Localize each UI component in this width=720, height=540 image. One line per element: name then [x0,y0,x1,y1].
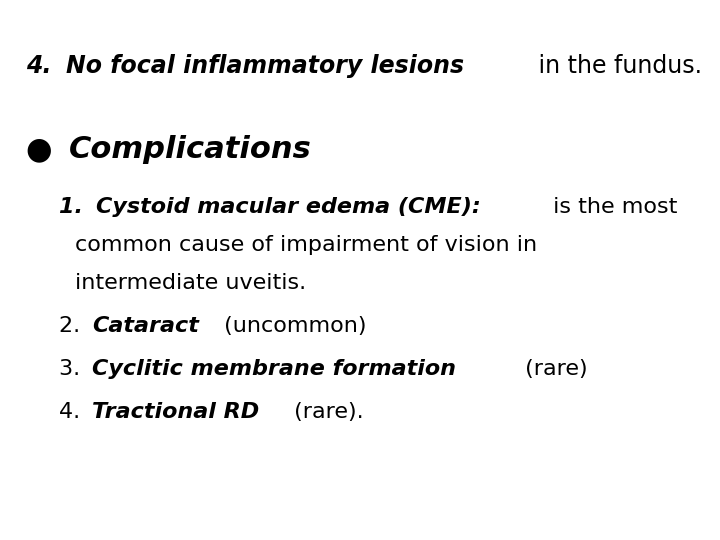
Text: 4.: 4. [26,54,60,78]
Text: 3.: 3. [59,359,87,379]
Text: intermediate uveitis.: intermediate uveitis. [75,273,306,293]
Text: in the fundus.: in the fundus. [531,54,703,78]
Text: Cataract: Cataract [92,316,199,336]
Text: Cystoid macular edema (CME):: Cystoid macular edema (CME): [96,197,481,217]
Text: 4.: 4. [59,402,87,422]
Text: ●: ● [26,135,63,164]
Text: (uncommon): (uncommon) [217,316,366,336]
Text: Cyclitic membrane formation: Cyclitic membrane formation [92,359,456,379]
Text: 1.: 1. [59,197,91,217]
Text: (rare): (rare) [518,359,588,379]
Text: 2.: 2. [59,316,87,336]
Text: Complications: Complications [68,135,312,164]
Text: Tractional RD: Tractional RD [92,402,259,422]
Text: is the most: is the most [546,197,678,217]
Text: common cause of impairment of vision in: common cause of impairment of vision in [75,235,537,255]
Text: (rare).: (rare). [287,402,364,422]
Text: No focal inflammatory lesions: No focal inflammatory lesions [66,54,464,78]
